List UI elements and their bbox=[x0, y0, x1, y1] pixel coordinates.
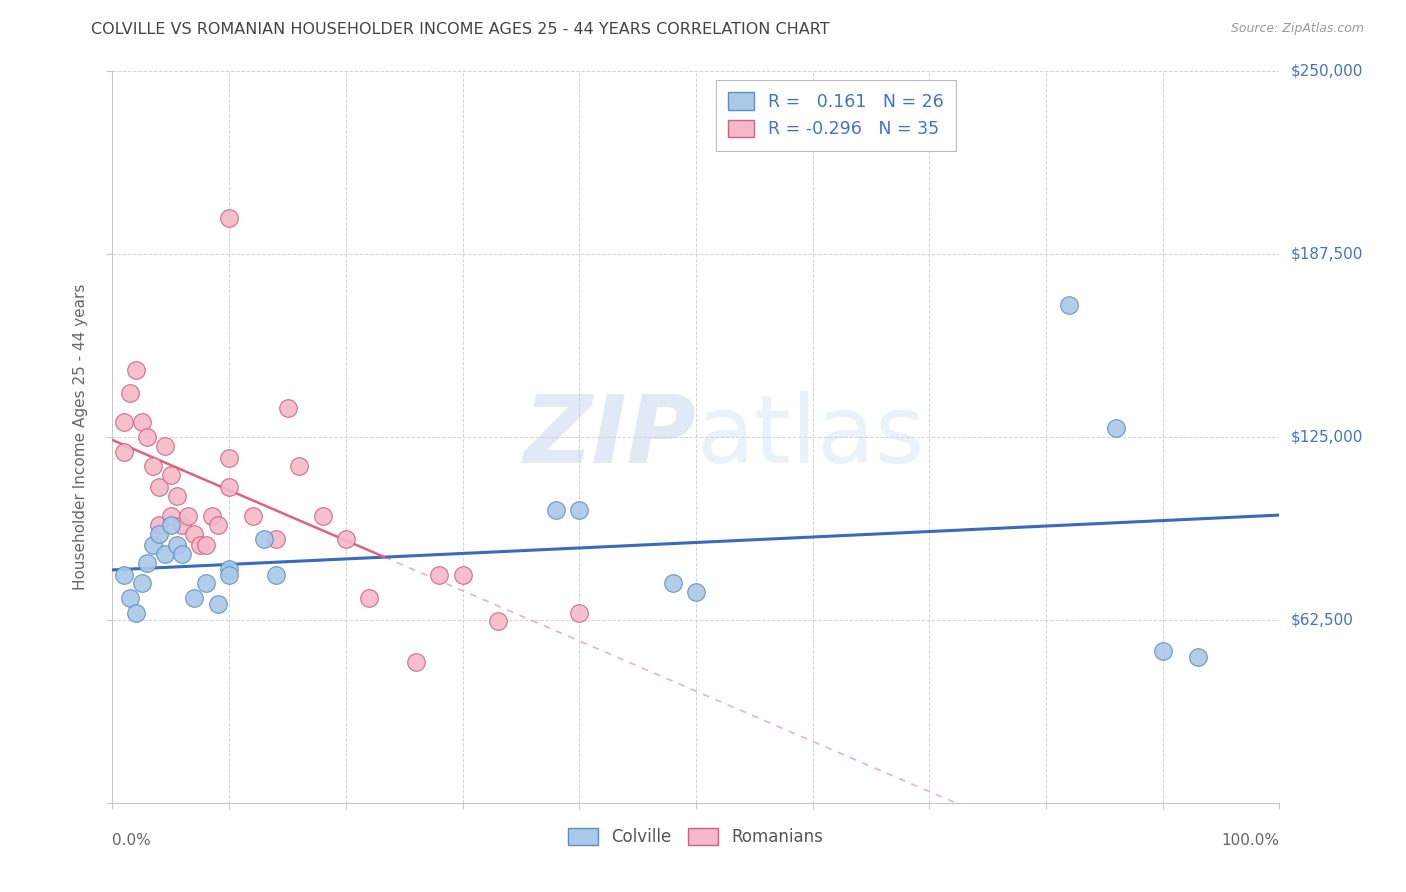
Text: $62,500: $62,500 bbox=[1291, 613, 1354, 627]
Point bbox=[486, 615, 509, 629]
Text: COLVILLE VS ROMANIAN HOUSEHOLDER INCOME AGES 25 - 44 YEARS CORRELATION CHART: COLVILLE VS ROMANIAN HOUSEHOLDER INCOME … bbox=[91, 22, 830, 37]
Point bbox=[188, 538, 211, 552]
Point bbox=[172, 547, 194, 561]
Point bbox=[160, 509, 183, 524]
Text: $187,500: $187,500 bbox=[1291, 247, 1362, 261]
Point bbox=[661, 576, 683, 591]
Text: $125,000: $125,000 bbox=[1291, 430, 1362, 444]
Point bbox=[148, 517, 170, 532]
Point bbox=[112, 416, 135, 430]
Point bbox=[253, 533, 276, 547]
Point bbox=[166, 538, 188, 552]
Point bbox=[131, 416, 153, 430]
Point bbox=[359, 591, 381, 605]
Point bbox=[148, 526, 170, 541]
Point bbox=[1105, 421, 1128, 435]
Point bbox=[288, 459, 311, 474]
Legend: Colville, Romanians: Colville, Romanians bbox=[561, 822, 831, 853]
Point bbox=[148, 480, 170, 494]
Text: ZIP: ZIP bbox=[523, 391, 696, 483]
Point bbox=[685, 585, 707, 599]
Y-axis label: Householder Income Ages 25 - 44 years: Householder Income Ages 25 - 44 years bbox=[73, 284, 89, 591]
Point bbox=[112, 444, 135, 458]
Point bbox=[136, 556, 159, 570]
Point bbox=[1059, 298, 1081, 312]
Point bbox=[172, 517, 194, 532]
Point bbox=[142, 459, 165, 474]
Point bbox=[207, 517, 229, 532]
Text: atlas: atlas bbox=[696, 391, 924, 483]
Point bbox=[153, 547, 176, 561]
Text: 100.0%: 100.0% bbox=[1222, 833, 1279, 848]
Point bbox=[568, 606, 591, 620]
Point bbox=[264, 533, 287, 547]
Point bbox=[218, 480, 240, 494]
Point bbox=[242, 509, 264, 524]
Point bbox=[183, 526, 205, 541]
Point bbox=[153, 439, 176, 453]
Point bbox=[194, 538, 217, 552]
Point bbox=[160, 517, 183, 532]
Point bbox=[166, 489, 188, 503]
Point bbox=[194, 576, 217, 591]
Point bbox=[131, 576, 153, 591]
Point bbox=[568, 503, 591, 517]
Point bbox=[207, 597, 229, 611]
Point bbox=[118, 386, 141, 401]
Point bbox=[160, 468, 183, 483]
Point bbox=[427, 567, 450, 582]
Point bbox=[544, 503, 567, 517]
Point bbox=[218, 450, 240, 465]
Point bbox=[218, 211, 240, 225]
Point bbox=[112, 567, 135, 582]
Point bbox=[405, 656, 427, 670]
Point bbox=[264, 567, 287, 582]
Point bbox=[183, 591, 205, 605]
Point bbox=[201, 509, 224, 524]
Point bbox=[218, 562, 240, 576]
Point bbox=[136, 430, 159, 444]
Text: 0.0%: 0.0% bbox=[112, 833, 152, 848]
Point bbox=[142, 538, 165, 552]
Point bbox=[451, 567, 474, 582]
Text: $250,000: $250,000 bbox=[1291, 64, 1362, 78]
Point bbox=[335, 533, 357, 547]
Point bbox=[276, 401, 298, 415]
Point bbox=[125, 363, 148, 377]
Point bbox=[125, 606, 148, 620]
Point bbox=[1187, 649, 1209, 664]
Point bbox=[218, 567, 240, 582]
Text: Source: ZipAtlas.com: Source: ZipAtlas.com bbox=[1230, 22, 1364, 36]
Point bbox=[1152, 643, 1174, 657]
Point bbox=[118, 591, 141, 605]
Point bbox=[177, 509, 200, 524]
Point bbox=[311, 509, 333, 524]
